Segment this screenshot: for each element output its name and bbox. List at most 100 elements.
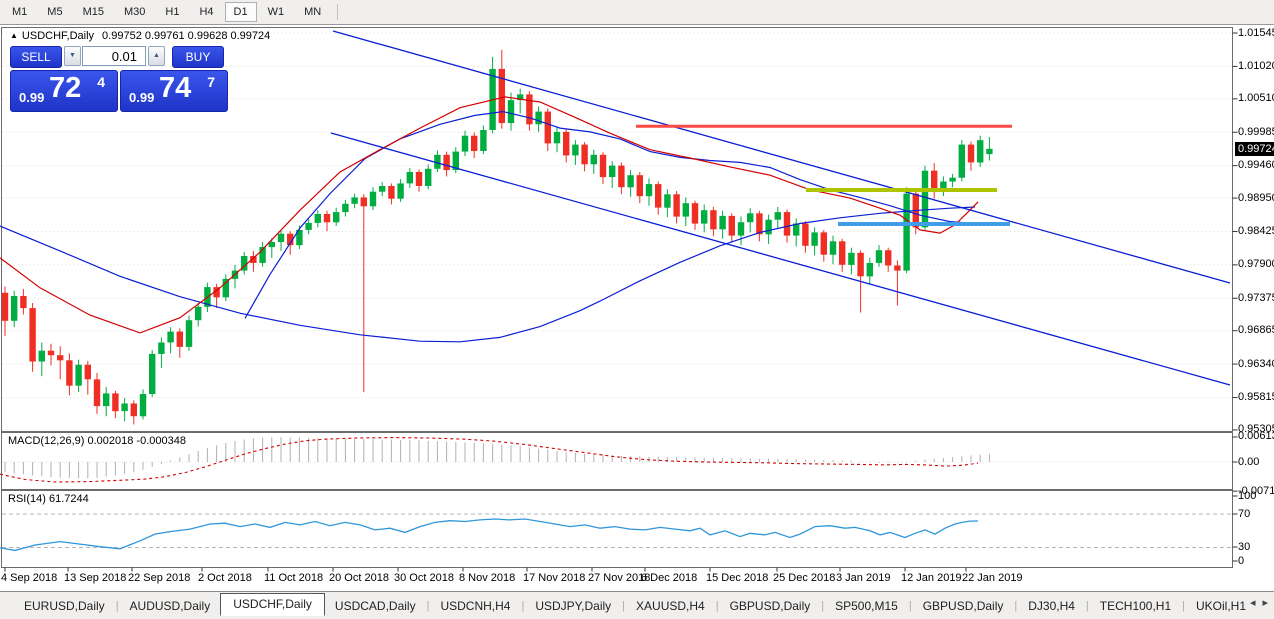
volume-decrease-button[interactable]: ▼ bbox=[64, 46, 81, 66]
one-click-trading-panel: SELL ▼ ▲ BUY 0.99 72 4 0.99 74 7 bbox=[8, 46, 246, 112]
symbol-tabs: EURUSD,Daily | AUDUSD,Daily USDCHF,Daily USD… bbox=[0, 591, 1274, 619]
date-label: 22 Sep 2018 bbox=[128, 572, 191, 584]
current-price-tag: 0.99724 bbox=[1235, 141, 1274, 156]
tf-button-M30[interactable]: M30 bbox=[123, 6, 146, 18]
tab-scroll-arrows: ◂ ▸ bbox=[1243, 596, 1268, 609]
tf-button-M1[interactable]: M1 bbox=[12, 6, 28, 18]
date-label: 8 Nov 2018 bbox=[459, 572, 516, 584]
tf-button-H4[interactable]: H4 bbox=[199, 6, 214, 18]
tab-eurusd-daily[interactable]: EURUSD,Daily bbox=[24, 598, 105, 613]
rsi-value: 61.7244 bbox=[48, 493, 89, 505]
date-label: 30 Oct 2018 bbox=[394, 572, 454, 584]
sell-price-button[interactable]: 0.99 72 4 bbox=[10, 70, 118, 112]
tf-button-H1[interactable]: H1 bbox=[165, 6, 180, 18]
symbol-title: USDCHF,Daily bbox=[21, 30, 95, 42]
spinner-up-icon: ▲ bbox=[153, 52, 160, 59]
date-label: 6 Dec 2018 bbox=[641, 572, 698, 584]
tf-button-W1[interactable]: W1 bbox=[267, 6, 285, 18]
volume-input[interactable] bbox=[82, 46, 146, 66]
sell-price-pip: 4 bbox=[97, 74, 105, 90]
rsi-line bbox=[0, 518, 979, 552]
trendline-channel-upper[interactable] bbox=[332, 30, 1231, 284]
date-label: 3 Jan 2019 bbox=[836, 572, 891, 584]
tab-audusd-daily[interactable]: AUDUSD,Daily bbox=[129, 598, 211, 613]
tab-xauusd-h4[interactable]: XAUUSD,H4 bbox=[636, 598, 705, 613]
price-axis-label: 0.96865 bbox=[1238, 324, 1274, 337]
sell-price-big: 72 bbox=[49, 72, 82, 104]
date-label: 25 Dec 2018 bbox=[773, 572, 836, 584]
date-label: 11 Oct 2018 bbox=[264, 572, 324, 584]
price-axis-label: 0.98425 bbox=[1238, 224, 1274, 237]
volume-increase-button[interactable]: ▲ bbox=[148, 46, 165, 66]
tab-usdchf-daily[interactable]: USDCHF,Daily bbox=[220, 593, 325, 616]
tf-button-M5[interactable]: M5 bbox=[47, 6, 63, 18]
ohlc-values: 0.99752 0.99761 0.99628 0.99724 bbox=[102, 30, 271, 42]
tab-gbpusd-daily[interactable]: GBPUSD,Daily bbox=[729, 598, 811, 613]
rsi-axis-label: 100 bbox=[1238, 489, 1257, 502]
rsi-axis-label: 30 bbox=[1238, 540, 1251, 553]
trendline-channel-lower[interactable] bbox=[330, 132, 1231, 386]
date-label: 27 Nov 2018 bbox=[588, 572, 651, 584]
date-label: 17 Nov 2018 bbox=[523, 572, 586, 584]
tab-gbpusd-daily[interactable]: GBPUSD,Daily bbox=[922, 598, 1004, 613]
rsi-axis-label: 0 bbox=[1238, 554, 1245, 567]
price-axis-label: 0.97900 bbox=[1238, 258, 1274, 271]
price-axis-label: 0.96340 bbox=[1238, 357, 1274, 370]
ma-slow-blue bbox=[0, 206, 976, 343]
tab-separator: | bbox=[622, 599, 626, 612]
date-label: 12 Jan 2019 bbox=[901, 572, 962, 584]
tab-scroll-left-button[interactable]: ◂ bbox=[1249, 597, 1256, 609]
price-axis-label: 1.00510 bbox=[1238, 92, 1274, 105]
macd-axis-label: 0.006137 bbox=[1238, 430, 1274, 443]
tf-button-MN[interactable]: MN bbox=[304, 6, 322, 18]
tab-dj30-h4[interactable]: DJ30,H4 bbox=[1028, 598, 1075, 613]
macd-axis-label: -0.007142 bbox=[1238, 484, 1274, 497]
tab-separator: | bbox=[426, 599, 430, 612]
collapse-triangle-icon[interactable]: ▲ bbox=[10, 31, 18, 40]
tab-separator: | bbox=[908, 599, 912, 612]
tab-scroll-right-button[interactable]: ▸ bbox=[1262, 597, 1268, 609]
price-axis-label: 1.01545 bbox=[1238, 26, 1274, 39]
sell-button[interactable]: SELL bbox=[10, 46, 62, 68]
tab-separator: | bbox=[521, 599, 525, 612]
macd-axis-label: 0.00 bbox=[1238, 455, 1260, 468]
macd-pane-label: MACD(12,26,9) 0.002018 -0.000348 bbox=[8, 435, 186, 447]
rsi-axis-label: 70 bbox=[1238, 507, 1251, 520]
tf-button-D1[interactable]: D1 bbox=[224, 2, 257, 22]
buy-button[interactable]: BUY bbox=[172, 46, 224, 68]
timeframe-toolbar: M1 M5 M15 M30 H1 H4 D1 W1 MN bbox=[0, 0, 1274, 25]
tab-ukoil-h1[interactable]: UKOil,H1 bbox=[1196, 598, 1247, 613]
price-axis-label: 0.95815 bbox=[1238, 390, 1274, 403]
tab-separator: | bbox=[115, 599, 119, 612]
macd-signal-line bbox=[0, 437, 979, 483]
candlestick-series bbox=[1, 49, 993, 425]
buy-price-big: 74 bbox=[159, 72, 192, 104]
date-label: 2 Oct 2018 bbox=[198, 572, 252, 584]
sell-price-base: 0.99 bbox=[19, 90, 45, 105]
date-label: 20 Oct 2018 bbox=[329, 572, 389, 584]
tab-separator: | bbox=[1085, 599, 1089, 612]
tab-usdjpy-daily[interactable]: USDJPY,Daily bbox=[535, 598, 612, 613]
price-axis-label: 0.97375 bbox=[1238, 291, 1274, 304]
ma-fast-red bbox=[0, 96, 979, 334]
date-label: 22 Jan 2019 bbox=[962, 572, 1023, 584]
buy-price-pip: 7 bbox=[207, 74, 215, 90]
tab-usdcad-daily[interactable]: USDCAD,Daily bbox=[334, 598, 416, 613]
tab-separator: | bbox=[715, 599, 719, 612]
toolbar-separator bbox=[337, 4, 339, 20]
tf-button-M15[interactable]: M15 bbox=[82, 6, 104, 18]
chart-title: ▲ USDCHF,Daily 0.99752 0.99761 0.99628 0.9… bbox=[10, 30, 270, 42]
price-axis-label: 0.95305 bbox=[1238, 423, 1274, 436]
tab-separator: | bbox=[821, 599, 825, 612]
tab-separator: | bbox=[1014, 599, 1018, 612]
tab-tech100-h1[interactable]: TECH100,H1 bbox=[1099, 598, 1172, 613]
price-axis-label: 1.01020 bbox=[1238, 59, 1274, 72]
buy-price-button[interactable]: 0.99 74 7 bbox=[120, 70, 228, 112]
spinner-down-icon: ▼ bbox=[69, 52, 76, 59]
rsi-pane-label: RSI(14) 61.7244 bbox=[8, 493, 89, 505]
tab-sp500-m15[interactable]: SP500,M15 bbox=[835, 598, 898, 613]
tab-usdcnh-h4[interactable]: USDCNH,H4 bbox=[440, 598, 511, 613]
price-axis-label: 0.98950 bbox=[1238, 191, 1274, 204]
price-axis-label: 0.99460 bbox=[1238, 159, 1274, 172]
date-label: 13 Sep 2018 bbox=[64, 572, 127, 584]
